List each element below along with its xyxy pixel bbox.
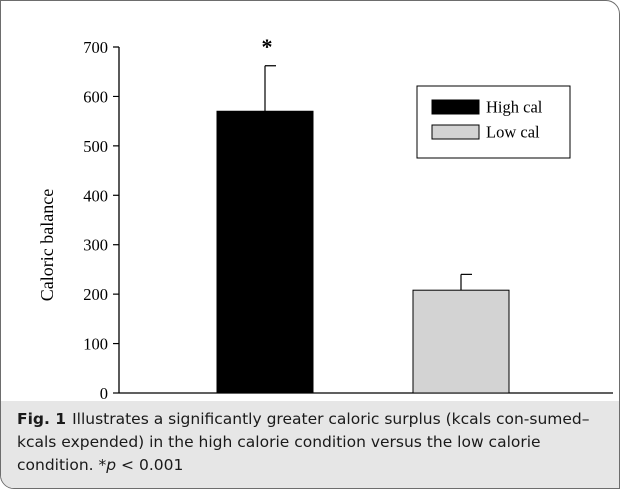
legend-label-high-cal: High cal — [486, 98, 543, 117]
bar-low-cal — [412, 289, 510, 394]
caption-text: Illustrates a significantly greater calo… — [17, 410, 590, 474]
legend-label-low-cal: Low cal — [486, 123, 540, 142]
y-tick-label-600: 600 — [83, 87, 108, 106]
legend-swatch-low-cal — [431, 124, 480, 140]
y-tick-label-0: 0 — [100, 384, 108, 401]
error-bars — [264, 65, 472, 291]
figure-caption: Fig. 1 Illustrates a significantly greate… — [1, 401, 619, 488]
bar-chart: 0 100 200 300 400 500 600 700 * High cal Low cal… — [37, 34, 613, 401]
significance-annotation: * — [262, 34, 273, 59]
figure-frame: 0 100 200 300 400 500 600 700 * High cal Low cal… — [0, 0, 620, 489]
legend: High cal Low cal — [416, 85, 571, 159]
caption-p-symbol: p — [106, 456, 117, 474]
y-axis: 0 100 200 300 400 500 600 700 — [83, 38, 613, 401]
bar-high-cal — [216, 110, 314, 394]
y-axis-label: Caloric balance — [37, 189, 57, 301]
y-tick-label-400: 400 — [83, 186, 108, 205]
y-tick-label-200: 200 — [83, 285, 108, 304]
annotations: * — [262, 34, 273, 59]
y-tick-label-300: 300 — [83, 236, 108, 255]
y-tick-label-100: 100 — [83, 335, 108, 354]
caption-figure-label: Fig. 1 — [17, 410, 67, 428]
caption-p-value: < 0.001 — [116, 456, 184, 474]
bars — [216, 110, 510, 394]
y-tick-label-500: 500 — [83, 137, 108, 156]
legend-box — [416, 85, 571, 159]
legend-swatch-high-cal — [431, 99, 480, 115]
y-tick-label-700: 700 — [83, 38, 108, 57]
